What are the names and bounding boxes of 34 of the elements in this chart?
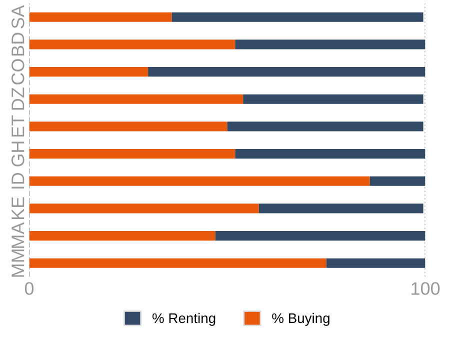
y-tick-label: ET (12, 115, 24, 137)
legend-label: % Buying (272, 312, 330, 326)
x-tick-label: 100 (412, 282, 440, 295)
bar (29, 231, 216, 241)
bar (235, 40, 426, 50)
bar (326, 258, 426, 268)
bar (243, 94, 424, 104)
bar (29, 94, 244, 104)
bar (29, 12, 172, 22)
bar (29, 176, 370, 186)
y-tick-label: KE (12, 197, 24, 220)
y-tick-label: MA (12, 222, 24, 248)
bar (227, 122, 424, 132)
bar (172, 12, 424, 22)
bar (370, 176, 426, 186)
y-tick-label: CO (12, 59, 24, 84)
bar (29, 40, 236, 50)
y-tick-label: GH (12, 142, 24, 166)
bar (29, 122, 228, 132)
y-tick-label: DZ (12, 88, 24, 110)
x-tick-label: 0 (24, 282, 34, 295)
y-tick-label: ID (12, 172, 24, 188)
y-tick-label: MM (12, 250, 24, 277)
y-tick-label: SA (12, 5, 24, 28)
bar (258, 204, 424, 214)
y-tick-label: BD (12, 32, 24, 56)
bar (29, 258, 326, 268)
bar (29, 204, 259, 214)
bar (235, 149, 426, 159)
bar (29, 67, 148, 77)
legend-label: % Renting (152, 312, 216, 326)
bar (215, 231, 426, 241)
bar (29, 149, 236, 159)
bar (148, 67, 426, 77)
